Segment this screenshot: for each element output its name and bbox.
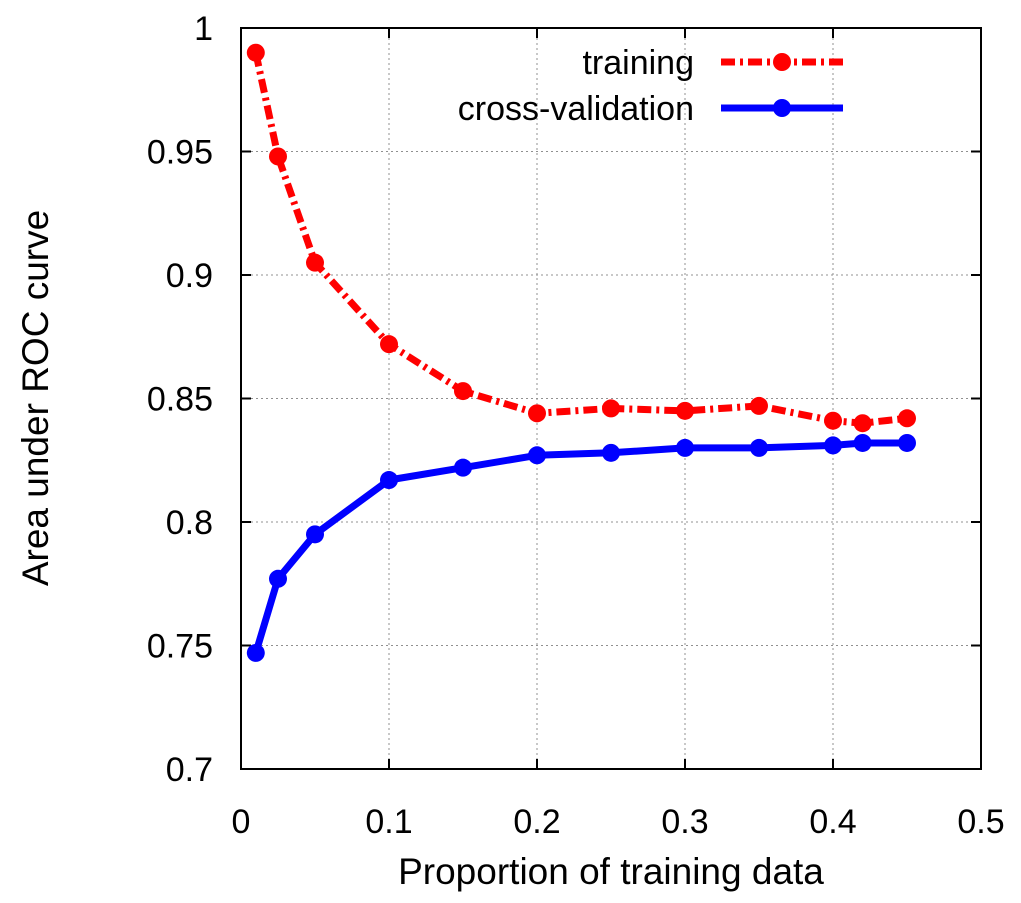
series-1-point — [380, 335, 398, 354]
y-axis-label: Area under ROC curve — [15, 210, 56, 586]
y-tick-label: 0.85 — [147, 381, 213, 419]
y-axis-ticks: 0.7 0.75 0.8 0.85 0.9 0.95 1 — [147, 10, 981, 789]
x-tick-label: 0.4 — [809, 803, 856, 841]
y-tick-label: 0.8 — [166, 504, 213, 542]
series-2-point — [898, 433, 916, 452]
series-1-point — [602, 399, 620, 418]
y-tick-label: 0.95 — [147, 134, 213, 172]
y-tick-label: 0.7 — [166, 751, 213, 789]
series-1-point — [750, 396, 768, 415]
grid-lines — [241, 28, 981, 769]
series-1-point — [246, 43, 265, 62]
series-2-point — [602, 443, 620, 462]
legend-label-2: cross-validation — [458, 90, 694, 128]
x-axis-label: Proportion of training data — [398, 851, 824, 892]
series-1-point — [898, 409, 916, 428]
series-2-point — [528, 446, 546, 465]
x-tick-label: 0.1 — [365, 803, 412, 841]
series-2-point — [454, 458, 472, 477]
series-2-point — [676, 438, 694, 457]
legend-label-1: training — [582, 44, 694, 82]
x-tick-label: 0.3 — [661, 803, 708, 841]
series-1-point — [454, 382, 472, 401]
series-2-point — [750, 438, 768, 457]
series-1-point — [824, 411, 842, 430]
series-2-point — [824, 436, 842, 455]
series-2-point — [306, 525, 324, 544]
series-1-point — [853, 414, 872, 433]
y-tick-label: 0.9 — [166, 257, 213, 295]
x-tick-label: 0 — [232, 803, 251, 841]
series-1-point — [269, 147, 287, 166]
series-1-point — [306, 253, 324, 272]
series-lines — [246, 43, 916, 662]
series-2-point — [269, 569, 287, 588]
series-1-point — [528, 404, 546, 423]
x-tick-label: 0.2 — [513, 803, 560, 841]
series-2-point — [853, 433, 872, 452]
series-1-point — [676, 401, 694, 420]
series-line-2 — [252, 439, 907, 654]
legend-marker-1 — [773, 53, 791, 71]
y-tick-label: 1 — [194, 10, 213, 48]
series-2-point — [246, 643, 265, 662]
series-2-point — [380, 471, 398, 490]
x-tick-label: 0.5 — [957, 803, 1004, 841]
legend: training cross-validation — [458, 44, 843, 128]
x-axis-ticks: 0 0.1 0.2 0.3 0.4 0.5 — [232, 28, 1005, 841]
legend-marker-2 — [773, 99, 791, 117]
y-tick-label: 0.75 — [147, 628, 213, 666]
